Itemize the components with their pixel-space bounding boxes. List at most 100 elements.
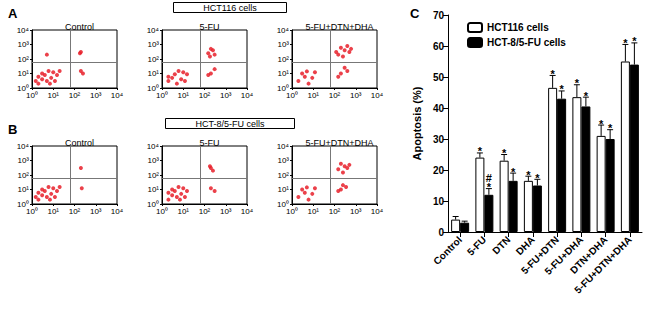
svg-text:10⁰: 10⁰ (147, 83, 159, 93)
svg-text:10⁴: 10⁴ (111, 91, 124, 100)
svg-text:*: * (623, 37, 628, 49)
svg-text:10³: 10³ (350, 91, 362, 100)
svg-text:10⁰: 10⁰ (26, 207, 38, 216)
svg-text:10¹: 10¹ (17, 185, 29, 194)
svg-text:5-FU+DTN+DHA: 5-FU+DTN+DHA (305, 138, 373, 148)
svg-text:*: * (575, 77, 580, 89)
svg-text:Apoptosis (%): Apoptosis (%) (411, 86, 423, 160)
svg-text:10²: 10² (329, 91, 341, 100)
svg-text:10¹: 10¹ (277, 185, 289, 194)
svg-text:10³: 10³ (350, 207, 362, 216)
svg-text:10⁰: 10⁰ (17, 83, 29, 93)
svg-text:10⁴: 10⁴ (241, 207, 254, 216)
svg-text:10⁴: 10⁴ (111, 207, 124, 216)
svg-text:10¹: 10¹ (277, 69, 289, 78)
svg-text:10⁴: 10⁴ (241, 91, 254, 100)
svg-text:10¹: 10¹ (147, 185, 159, 194)
svg-text:10²: 10² (69, 91, 81, 100)
svg-text:10²: 10² (199, 91, 211, 100)
svg-text:*: * (584, 90, 589, 102)
svg-text:60: 60 (433, 41, 445, 52)
svg-text:*: * (526, 169, 531, 181)
svg-text:5-FU+DTN+DHA: 5-FU+DTN+DHA (572, 234, 634, 296)
svg-text:10⁰: 10⁰ (286, 91, 298, 100)
svg-text:*: * (608, 122, 613, 134)
svg-text:10³: 10³ (147, 40, 159, 49)
svg-text:10⁴: 10⁴ (277, 26, 290, 35)
svg-text:5-FU: 5-FU (465, 234, 488, 257)
svg-text:10: 10 (433, 196, 445, 207)
svg-text:10⁴: 10⁴ (371, 91, 384, 100)
svg-text:*: * (559, 83, 564, 95)
svg-text:B: B (8, 122, 17, 137)
svg-text:10²: 10² (199, 207, 211, 216)
svg-text:10⁴: 10⁴ (147, 26, 160, 35)
svg-text:10²: 10² (17, 171, 29, 180)
svg-text:*: * (599, 118, 604, 130)
svg-text:10³: 10³ (17, 156, 29, 165)
svg-text:40: 40 (433, 103, 445, 114)
svg-text:10⁴: 10⁴ (371, 207, 384, 216)
svg-text:10¹: 10¹ (307, 91, 319, 100)
svg-text:*: * (487, 181, 492, 193)
svg-text:DHA: DHA (513, 234, 537, 258)
svg-text:*: * (535, 172, 540, 184)
svg-text:*: * (502, 147, 507, 159)
svg-text:10²: 10² (17, 55, 29, 64)
svg-text:Control: Control (431, 234, 464, 267)
svg-text:10³: 10³ (277, 40, 289, 49)
svg-text:10⁰: 10⁰ (156, 91, 168, 100)
svg-text:10¹: 10¹ (177, 207, 189, 216)
svg-text:5-FU: 5-FU (200, 138, 220, 148)
svg-text:30: 30 (433, 134, 445, 145)
svg-text:*: * (478, 145, 483, 157)
svg-text:10³: 10³ (147, 156, 159, 165)
svg-text:HCT116 cells: HCT116 cells (487, 22, 549, 33)
svg-text:Control: Control (65, 138, 94, 148)
svg-text:10⁴: 10⁴ (147, 142, 160, 151)
svg-text:10³: 10³ (17, 40, 29, 49)
svg-text:10³: 10³ (90, 207, 102, 216)
svg-text:10¹: 10¹ (147, 69, 159, 78)
svg-text:*: * (511, 166, 516, 178)
svg-text:*: * (632, 35, 637, 47)
svg-text:10¹: 10¹ (307, 207, 319, 216)
svg-text:10¹: 10¹ (177, 91, 189, 100)
svg-text:5-FU+DTN: 5-FU+DTN (518, 234, 561, 277)
svg-text:10²: 10² (147, 171, 159, 180)
svg-text:10³: 10³ (277, 156, 289, 165)
svg-text:10²: 10² (277, 55, 289, 64)
svg-text:10³: 10³ (90, 91, 102, 100)
svg-text:5-FU+DTN+DHA: 5-FU+DTN+DHA (305, 22, 373, 32)
svg-text:DTN: DTN (490, 234, 512, 256)
svg-text:10⁰: 10⁰ (286, 207, 298, 216)
svg-text:10³: 10³ (220, 91, 232, 100)
svg-text:10⁴: 10⁴ (277, 142, 290, 151)
svg-text:C: C (410, 6, 420, 21)
svg-text:10¹: 10¹ (47, 207, 59, 216)
svg-text:10²: 10² (147, 55, 159, 64)
svg-text:Control: Control (65, 22, 94, 32)
svg-text:50: 50 (433, 72, 445, 83)
svg-text:5-FU+DHA: 5-FU+DHA (542, 234, 586, 277)
svg-text:10⁰: 10⁰ (26, 91, 38, 100)
svg-text:0: 0 (438, 227, 444, 238)
svg-text:10³: 10³ (220, 207, 232, 216)
svg-text:HCT-8/5-FU cells: HCT-8/5-FU cells (487, 37, 566, 48)
svg-text:5-FU: 5-FU (200, 22, 220, 32)
svg-text:10⁰: 10⁰ (277, 83, 289, 93)
svg-text:HCT116 cells: HCT116 cells (203, 3, 257, 13)
svg-text:10¹: 10¹ (47, 91, 59, 100)
svg-text:10⁰: 10⁰ (156, 207, 168, 216)
svg-text:10⁴: 10⁴ (17, 142, 30, 151)
svg-text:20: 20 (433, 165, 445, 176)
svg-text:10⁴: 10⁴ (17, 26, 30, 35)
svg-text:70: 70 (433, 10, 445, 21)
svg-text:A: A (8, 6, 18, 21)
svg-text:10¹: 10¹ (17, 69, 29, 78)
svg-text:HCT-8/5-FU cells: HCT-8/5-FU cells (195, 119, 265, 129)
svg-text:*: * (550, 68, 555, 80)
svg-text:10²: 10² (329, 207, 341, 216)
svg-text:10²: 10² (69, 207, 81, 216)
svg-text:10²: 10² (277, 171, 289, 180)
